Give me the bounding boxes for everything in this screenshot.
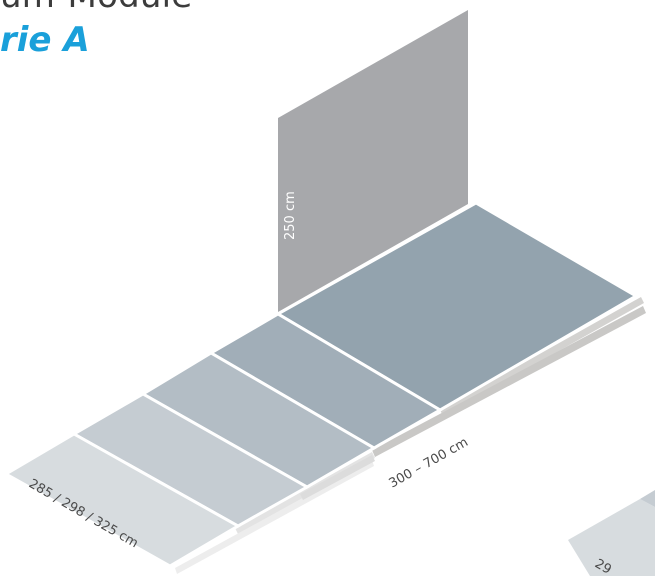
wall-height-label: 250 cm [283, 191, 298, 240]
page-subtitle: rie A [0, 20, 90, 60]
page-title: um-Module [0, 0, 192, 16]
